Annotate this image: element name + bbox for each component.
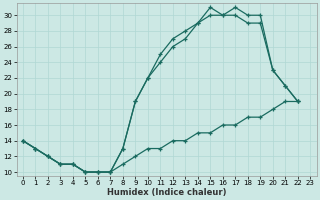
X-axis label: Humidex (Indice chaleur): Humidex (Indice chaleur) — [107, 188, 226, 197]
